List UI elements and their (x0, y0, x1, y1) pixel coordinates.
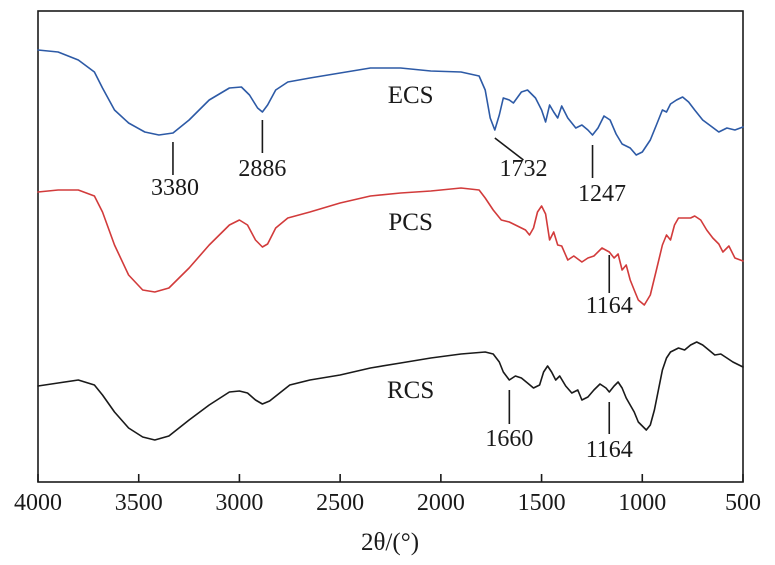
peak-label-1660: 1660 (485, 426, 533, 452)
annotation-leaders (172, 120, 611, 434)
annotation-labels: 3380 2886 1732 1247 1164 1660 1164 (151, 156, 633, 463)
x-axis-label: 2θ/(°) (361, 529, 419, 556)
x-tick-label-3500: 3500 (115, 490, 163, 516)
peak-label-1164: 1164 (586, 293, 633, 319)
peak-label-2886: 2886 (238, 156, 286, 182)
series-line-pcs (37, 187, 744, 306)
series-group (37, 49, 744, 441)
x-tick-label-4000: 4000 (14, 490, 62, 516)
series-line-rcs (37, 341, 744, 441)
x-axis-ticks (37, 474, 744, 482)
series-label-pcs: PCS (388, 209, 432, 236)
x-tick-label-500: 500 (725, 490, 761, 516)
series-line-ecs (37, 49, 744, 156)
x-tick-label-2000: 2000 (417, 490, 465, 516)
series-label-ecs: ECS (388, 82, 434, 109)
x-tick-label-3000: 3000 (215, 490, 263, 516)
series-label-rcs: RCS (387, 377, 434, 404)
peak-label-1247: 1247 (578, 181, 626, 207)
series-labels: ECS PCS RCS (387, 82, 434, 404)
x-tick-label-1000: 1000 (618, 490, 666, 516)
x-tick-label-1500: 1500 (518, 490, 566, 516)
peak-label-3380: 3380 (151, 175, 199, 201)
peak-leader-1732 (494, 137, 524, 161)
x-axis-tick-labels: 4000 3500 3000 2500 2000 1500 1000 500 (14, 490, 761, 516)
peak-label-1732: 1732 (499, 156, 547, 182)
peak-label-1164: 1164 (586, 437, 633, 463)
plot-frame (37, 10, 744, 483)
x-tick-label-2500: 2500 (316, 490, 364, 516)
